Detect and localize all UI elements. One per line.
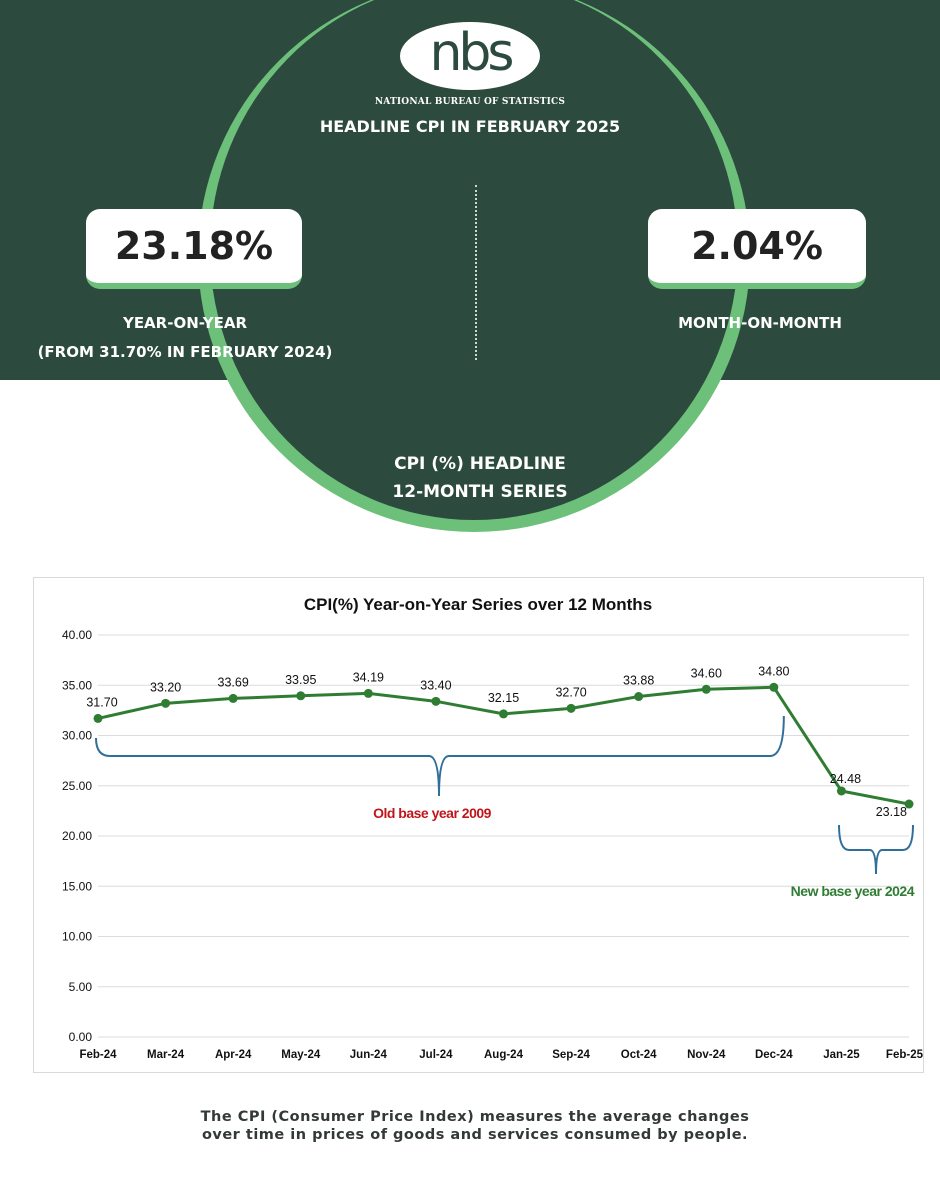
- y-tick-label: 20.00: [62, 829, 92, 843]
- data-label: 31.70: [86, 695, 117, 709]
- data-label: 34.60: [691, 666, 722, 680]
- yoy-subtitle: (FROM 31.70% IN FEBRUARY 2024): [37, 343, 333, 361]
- nbs-logo: nbs: [400, 22, 540, 90]
- new-base-annotation: New base year 2024: [791, 883, 915, 899]
- new-base-bracket: [838, 824, 914, 875]
- data-point: [904, 799, 914, 809]
- agency-name: NATIONAL BUREAU OF STATISTICS: [374, 97, 566, 107]
- x-tick-label: Nov-24: [687, 1049, 726, 1061]
- yoy-value-box: 23.18%: [86, 209, 302, 289]
- x-tick-label: Jul-24: [419, 1049, 453, 1061]
- data-point: [296, 691, 306, 701]
- y-tick-label: 5.00: [69, 980, 93, 994]
- footnote-line1: The CPI (Consumer Price Index) measures …: [200, 1109, 750, 1125]
- data-point: [363, 688, 373, 698]
- y-tick-label: 30.00: [62, 729, 92, 743]
- y-tick-label: 35.00: [62, 678, 92, 692]
- y-tick-label: 15.00: [62, 879, 92, 893]
- x-tick-label: Aug-24: [484, 1049, 524, 1061]
- data-label: 33.69: [218, 675, 249, 689]
- data-point: [566, 703, 576, 713]
- mom-value-box: 2.04%: [648, 209, 866, 289]
- x-tick-label: Jan-25: [823, 1049, 860, 1061]
- data-point: [836, 786, 846, 796]
- series-label-line2: 12-MONTH SERIES: [392, 482, 568, 502]
- data-point: [769, 682, 779, 692]
- data-point: [228, 693, 238, 703]
- footnote-line2: over time in prices of goods and service…: [201, 1127, 749, 1143]
- mom-label: MONTH-ON-MONTH: [678, 314, 842, 332]
- footnote: The CPI (Consumer Price Index) measures …: [80, 1108, 870, 1144]
- x-tick-label: Feb-24: [79, 1049, 117, 1061]
- data-label: 33.40: [420, 678, 451, 692]
- mom-value: 2.04%: [691, 224, 823, 268]
- chart-container: CPI(%) Year-on-Year Series over 12 Month…: [33, 577, 924, 1073]
- data-label: 34.19: [353, 670, 384, 684]
- data-label: 23.18: [876, 805, 907, 819]
- data-label: 34.80: [758, 664, 789, 678]
- x-tick-label: Apr-24: [215, 1049, 252, 1061]
- data-point: [634, 692, 644, 702]
- x-tick-label: Sep-24: [552, 1049, 590, 1061]
- x-tick-label: Mar-24: [147, 1049, 185, 1061]
- old-base-bracket: [95, 715, 785, 797]
- x-tick-label: Feb-25: [886, 1049, 923, 1061]
- cpi-line-chart: CPI(%) Year-on-Year Series over 12 Month…: [62, 595, 923, 1061]
- yoy-label: YEAR-ON-YEAR: [122, 314, 248, 332]
- y-tick-label: 10.00: [62, 930, 92, 944]
- data-point: [431, 696, 441, 706]
- data-point: [701, 684, 711, 694]
- data-point: [93, 713, 103, 723]
- yoy-value: 23.18%: [114, 224, 274, 268]
- data-label: 33.88: [623, 674, 654, 688]
- page-title: HEADLINE CPI IN FEBRUARY 2025: [319, 117, 621, 136]
- y-tick-label: 0.00: [69, 1030, 93, 1044]
- x-tick-label: May-24: [281, 1049, 321, 1061]
- y-tick-label: 40.00: [62, 628, 92, 642]
- old-base-annotation: Old base year 2009: [373, 805, 492, 821]
- x-tick-label: Jun-24: [350, 1049, 388, 1061]
- stats-divider: [475, 185, 477, 360]
- data-point: [161, 698, 171, 708]
- y-tick-label: 25.00: [62, 779, 92, 793]
- data-label: 33.20: [150, 680, 181, 694]
- x-tick-label: Dec-24: [755, 1049, 793, 1061]
- x-tick-label: Oct-24: [621, 1049, 657, 1061]
- series-label-line1: CPI (%) HEADLINE: [394, 454, 566, 474]
- logo-text: nbs: [429, 23, 514, 83]
- series-label: CPI (%) HEADLINE 12-MONTH SERIES: [330, 450, 630, 506]
- chart-title: CPI(%) Year-on-Year Series over 12 Month…: [304, 595, 652, 614]
- data-point: [499, 709, 508, 719]
- data-label: 33.95: [285, 673, 316, 687]
- data-label: 24.48: [830, 772, 861, 786]
- data-label: 32.15: [488, 691, 519, 705]
- data-label: 32.70: [555, 685, 586, 699]
